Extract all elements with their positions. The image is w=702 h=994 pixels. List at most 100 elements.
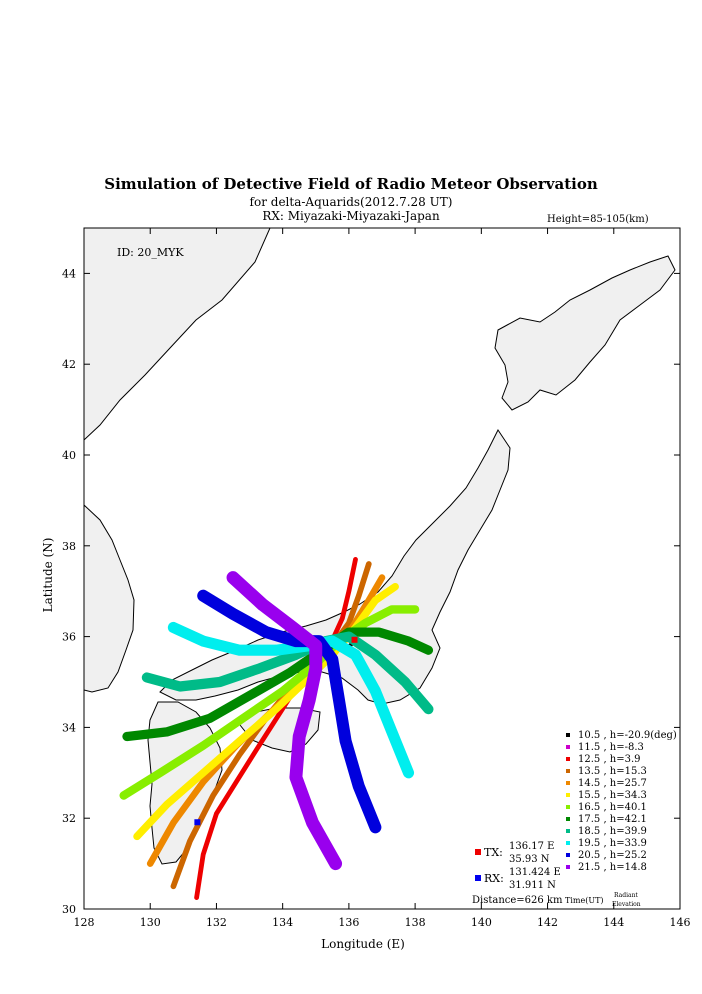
series-point-6-2	[201, 744, 205, 748]
tx-label: TX:	[484, 846, 503, 859]
legend-label-4: 14.5 , h=25.7	[578, 778, 647, 789]
series-point-10-3	[294, 639, 298, 643]
x-tick-label: 146	[670, 916, 691, 929]
y-tick-label: 42	[62, 358, 76, 371]
series-point-9-7	[373, 689, 377, 693]
height-note: Height=85-105(km)	[547, 214, 649, 225]
series-track-7	[122, 627, 434, 742]
series-point-5-0	[135, 834, 139, 838]
series-point-9-6	[354, 653, 358, 657]
legend-swatch-2	[566, 757, 570, 761]
legend-swatch-10	[566, 853, 570, 857]
series-point-4-1	[171, 821, 175, 825]
tx-lat-label: 35.93 N	[509, 854, 550, 865]
legend-swatch-7	[566, 817, 570, 821]
chart-title: Simulation of Detective Field of Radio M…	[104, 175, 598, 193]
series-point-9-3	[274, 648, 278, 652]
series-point-8-3	[257, 666, 261, 670]
legend-swatch-9	[566, 841, 570, 845]
y-tick-label: 32	[62, 812, 76, 825]
series-point-2-10	[354, 557, 358, 561]
legend-label-9: 19.5 , h=33.9	[578, 838, 647, 849]
y-tick-label: 30	[62, 903, 76, 916]
y-tick-label: 40	[62, 449, 76, 462]
series-point-10-7	[344, 739, 348, 743]
y-tick-label: 44	[62, 267, 76, 280]
series-point-10-8	[357, 784, 361, 788]
tx-lon-label: 136.17 E	[509, 841, 554, 852]
series-point-11-2	[291, 626, 295, 630]
series-point-2-4	[254, 748, 258, 752]
series-point-3-3	[238, 753, 242, 757]
series-track-11	[226, 571, 343, 871]
chart-subtitle-receiver: RX: Miyazaki-Miyazaki-Japan	[262, 209, 440, 223]
legend-header-radiant: Radiant	[614, 892, 638, 899]
y-tick-label: 34	[62, 721, 76, 734]
legend-header-time: Time(UT)	[565, 896, 604, 905]
series-point-10-6	[337, 698, 341, 702]
series-point-3-8	[357, 594, 361, 598]
legend-label-8: 18.5 , h=39.9	[578, 826, 647, 837]
x-axis: 128 130 132 134 136 138 140 142 144 146	[74, 228, 691, 929]
land-hokkaido	[494, 255, 676, 411]
id-label: ID: 20_MYK	[117, 246, 184, 259]
series-point-9-5	[330, 639, 334, 643]
series-layer	[119, 557, 434, 900]
map-landmass	[83, 227, 676, 865]
series-point-8-6	[347, 635, 351, 639]
land-honshu	[159, 429, 511, 705]
series-track-6	[119, 605, 420, 800]
plot-frame	[83, 227, 681, 910]
series-point-4-9	[380, 576, 384, 580]
legend-label-6: 16.5 , h=40.1	[578, 802, 647, 813]
rx-lon-label: 131.424 E	[509, 867, 561, 878]
series-point-9-8	[390, 730, 394, 734]
x-tick-label: 136	[338, 916, 359, 929]
series-point-10-5	[330, 657, 334, 661]
series-track-10	[197, 589, 382, 834]
rx-station-marker	[194, 819, 201, 826]
legend-label-7: 17.5 , h=42.1	[578, 814, 647, 825]
x-tick-label: 142	[537, 916, 558, 929]
legend-label-0: 10.5 , h=-20.9(deg)	[578, 730, 677, 741]
series-point-2-1	[201, 853, 205, 857]
series-point-10-1	[231, 612, 235, 616]
series-point-2-9	[347, 589, 351, 593]
series-point-7-8	[406, 639, 410, 643]
series-point-7-0	[125, 734, 129, 738]
rx-lat-label: 31.911 N	[509, 880, 556, 891]
series-point-7-2	[208, 716, 212, 720]
x-axis-label: Longitude (E)	[321, 937, 405, 951]
series-point-2-0	[195, 896, 199, 900]
series-point-8-0	[145, 675, 149, 679]
series-point-2-2	[214, 812, 218, 816]
series-point-5-1	[165, 803, 169, 807]
legend-label-1: 11.5 , h=-8.3	[578, 742, 644, 753]
x-tick-label: 134	[272, 916, 293, 929]
legend-header-elevation: Elevation	[612, 901, 641, 908]
legend-swatch-4	[566, 781, 570, 785]
legend-swatch-1	[566, 745, 570, 749]
series-point-8-1	[178, 685, 182, 689]
series-track-5	[133, 582, 399, 841]
series-point-6-8	[390, 607, 394, 611]
series-point-5-3	[238, 739, 242, 743]
series-point-9-0	[171, 626, 175, 630]
series-point-7-1	[165, 730, 169, 734]
series-point-9-9	[406, 771, 410, 775]
series-point-10-2	[264, 630, 268, 634]
series-point-11-7	[294, 775, 298, 779]
legend-swatch-3	[566, 769, 570, 773]
series-point-2-3	[234, 780, 238, 784]
series-point-9-1	[201, 639, 205, 643]
series-point-11-3	[314, 644, 318, 648]
x-tick-label: 128	[74, 916, 95, 929]
series-point-4-8	[367, 598, 371, 602]
series-point-6-0	[122, 794, 126, 797]
series-point-6-4	[281, 689, 285, 693]
legend-label-2: 12.5 , h=3.9	[578, 754, 641, 765]
series-point-6-3	[241, 716, 245, 720]
land-korean-peninsula	[83, 503, 135, 693]
